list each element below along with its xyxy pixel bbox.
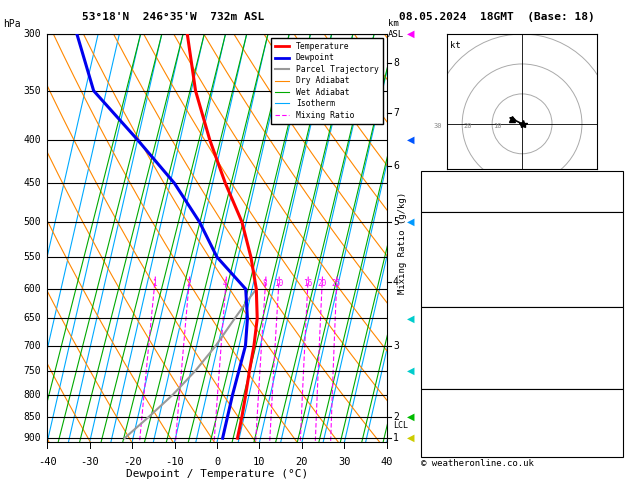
- Text: kt: kt: [450, 41, 461, 50]
- Text: 450: 450: [23, 178, 41, 188]
- Text: 0: 0: [614, 294, 620, 304]
- Text: 650: 650: [601, 321, 620, 331]
- Text: Hodograph: Hodograph: [494, 389, 550, 399]
- Text: 53°18'N  246°35'W  732m ASL: 53°18'N 246°35'W 732m ASL: [82, 12, 264, 22]
- Text: 0: 0: [614, 280, 620, 290]
- Text: -30: -30: [81, 456, 99, 467]
- Text: 4: 4: [223, 279, 228, 288]
- Text: ◀: ◀: [407, 433, 415, 443]
- Text: Dewpoint / Temperature (°C): Dewpoint / Temperature (°C): [126, 469, 308, 479]
- Text: 8: 8: [393, 58, 399, 69]
- Text: 16: 16: [303, 279, 312, 288]
- Text: 25: 25: [331, 279, 341, 288]
- Text: 500: 500: [23, 217, 41, 227]
- Text: 10: 10: [274, 279, 283, 288]
- Text: -40: -40: [38, 456, 57, 467]
- Legend: Temperature, Dewpoint, Parcel Trajectory, Dry Adiabat, Wet Adiabat, Isotherm, Mi: Temperature, Dewpoint, Parcel Trajectory…: [271, 38, 383, 123]
- Text: 750: 750: [23, 366, 41, 376]
- Text: 30: 30: [608, 185, 620, 195]
- Text: 30: 30: [434, 123, 442, 129]
- Text: 1: 1: [152, 279, 157, 288]
- Text: hPa: hPa: [3, 19, 21, 30]
- Text: 0: 0: [214, 456, 220, 467]
- Text: Temp (°C): Temp (°C): [424, 226, 480, 236]
- Text: 800: 800: [23, 390, 41, 400]
- Text: 0: 0: [614, 375, 620, 385]
- Text: 550: 550: [23, 252, 41, 262]
- Text: 6: 6: [614, 416, 620, 426]
- Text: CAPE (J): CAPE (J): [424, 280, 474, 290]
- Text: EH: EH: [424, 402, 437, 413]
- Text: 300: 300: [23, 29, 41, 39]
- Text: 5: 5: [393, 217, 399, 227]
- Text: 4: 4: [614, 402, 620, 413]
- Text: 1.28: 1.28: [595, 198, 620, 208]
- Text: 08.05.2024  18GMT  (Base: 18): 08.05.2024 18GMT (Base: 18): [399, 12, 595, 22]
- Text: 10: 10: [494, 123, 502, 129]
- Text: ◀: ◀: [407, 313, 415, 324]
- Text: 400: 400: [23, 135, 41, 145]
- Text: 850: 850: [23, 412, 41, 422]
- Text: 0: 0: [614, 362, 620, 372]
- Text: 600: 600: [23, 284, 41, 294]
- Text: km
ASL: km ASL: [388, 19, 404, 39]
- Text: 350: 350: [23, 86, 41, 96]
- Text: 700: 700: [23, 341, 41, 351]
- Text: 309: 309: [601, 334, 620, 345]
- Text: Surface: Surface: [500, 212, 544, 222]
- Text: SREH: SREH: [424, 416, 449, 426]
- Text: -10: -10: [165, 456, 184, 467]
- Text: 900: 900: [23, 433, 41, 443]
- Text: ◀: ◀: [407, 366, 415, 376]
- Text: 8: 8: [263, 279, 267, 288]
- Text: 20: 20: [296, 456, 308, 467]
- Text: 40: 40: [381, 456, 393, 467]
- Text: 4: 4: [393, 277, 399, 287]
- Text: Lifted Index: Lifted Index: [424, 348, 499, 358]
- Text: StmSpd (kt): StmSpd (kt): [424, 443, 493, 453]
- Text: LCL: LCL: [393, 421, 408, 430]
- Text: Most Unstable: Most Unstable: [481, 307, 563, 317]
- Text: 2: 2: [614, 443, 620, 453]
- Text: Dewp (°C): Dewp (°C): [424, 239, 480, 249]
- Text: ◀: ◀: [407, 217, 415, 227]
- Text: 650: 650: [23, 313, 41, 324]
- Text: 3: 3: [393, 341, 399, 351]
- Text: Pressure (mb): Pressure (mb): [424, 321, 505, 331]
- Text: CIN (J): CIN (J): [424, 294, 468, 304]
- Text: θₑ (K): θₑ (K): [424, 334, 462, 345]
- Text: 6: 6: [614, 348, 620, 358]
- Text: 14: 14: [608, 266, 620, 277]
- Text: 2: 2: [186, 279, 191, 288]
- Text: θₑ(K): θₑ(K): [424, 253, 455, 263]
- Text: 7: 7: [393, 108, 399, 118]
- Text: 10: 10: [253, 456, 265, 467]
- Text: 164°: 164°: [595, 430, 620, 440]
- Text: 2: 2: [393, 412, 399, 422]
- Text: 20: 20: [317, 279, 326, 288]
- Text: K: K: [424, 171, 430, 181]
- Text: 1: 1: [393, 433, 399, 443]
- Text: ◀: ◀: [407, 135, 415, 145]
- Text: 4.6: 4.6: [601, 226, 620, 236]
- Text: CIN (J): CIN (J): [424, 375, 468, 385]
- Text: PW (cm): PW (cm): [424, 198, 468, 208]
- Text: 20: 20: [464, 123, 472, 129]
- Text: Totals Totals: Totals Totals: [424, 185, 505, 195]
- Text: ◀: ◀: [407, 29, 415, 39]
- Text: 296: 296: [601, 253, 620, 263]
- Text: CAPE (J): CAPE (J): [424, 362, 474, 372]
- Text: 30: 30: [338, 456, 350, 467]
- Text: 1.1: 1.1: [601, 239, 620, 249]
- Text: StmDir: StmDir: [424, 430, 462, 440]
- Text: Lifted Index: Lifted Index: [424, 266, 499, 277]
- Text: ◀: ◀: [407, 412, 415, 422]
- Text: © weatheronline.co.uk: © weatheronline.co.uk: [421, 459, 534, 469]
- Text: 6: 6: [393, 161, 399, 172]
- Text: Mixing Ratio (g/kg): Mixing Ratio (g/kg): [398, 192, 407, 294]
- Text: 9: 9: [614, 171, 620, 181]
- Text: -20: -20: [123, 456, 142, 467]
